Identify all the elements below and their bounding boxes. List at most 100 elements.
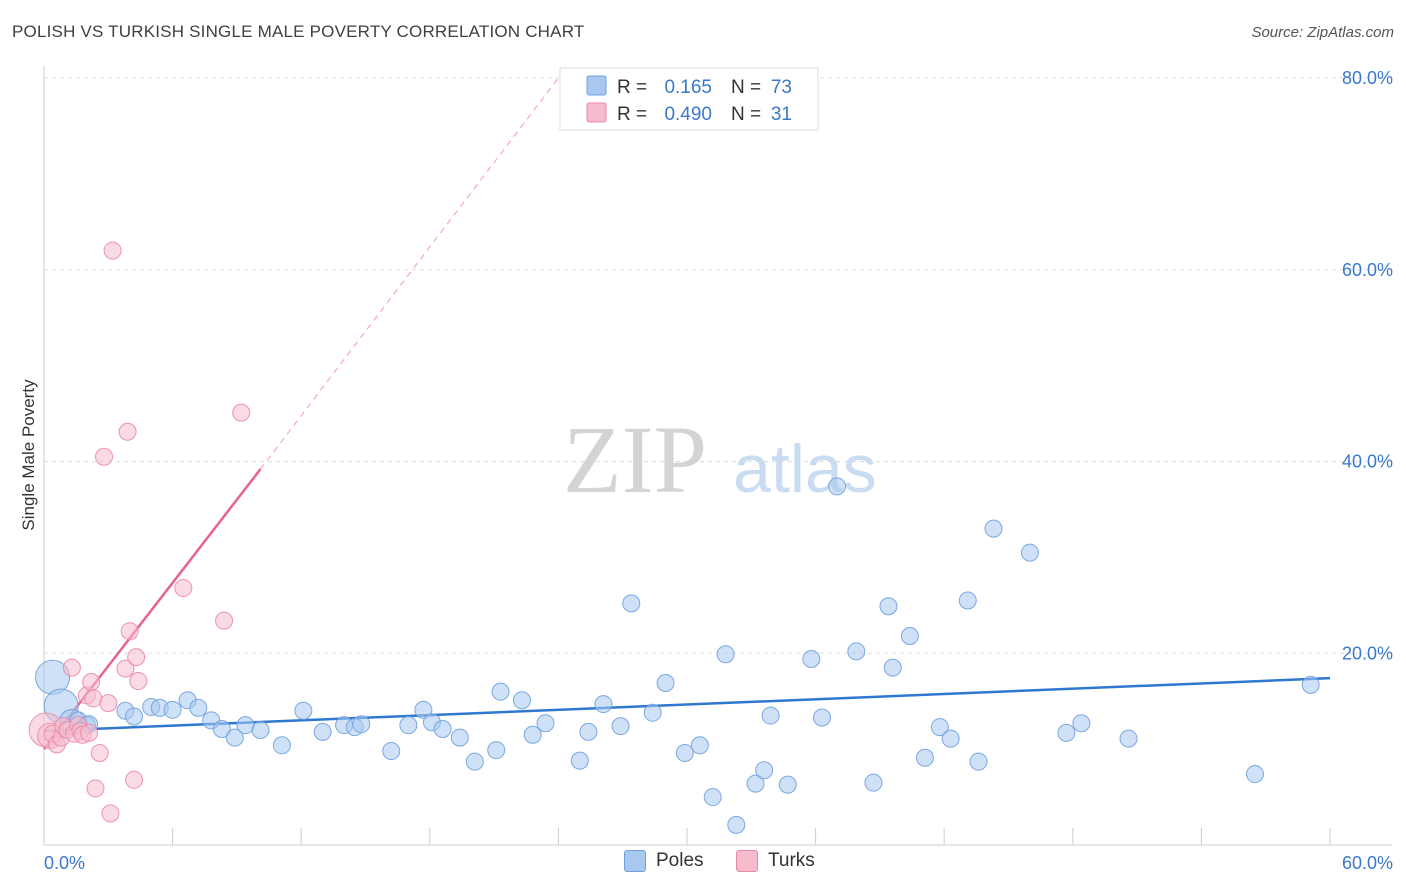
point-turks[interactable] <box>174 579 193 598</box>
legend-label-poles: Poles <box>656 850 704 871</box>
point-poles[interactable] <box>690 736 709 755</box>
point-poles[interactable] <box>727 815 746 834</box>
point-turks[interactable] <box>120 622 139 641</box>
point-poles[interactable] <box>251 720 270 739</box>
point-poles[interactable] <box>491 682 510 701</box>
point-poles[interactable] <box>900 626 919 645</box>
point-poles[interactable] <box>813 708 832 727</box>
point-poles[interactable] <box>643 703 662 722</box>
point-poles[interactable] <box>1301 675 1320 694</box>
point-poles[interactable] <box>847 642 866 661</box>
point-poles[interactable] <box>915 748 934 767</box>
point-poles[interactable] <box>125 707 144 726</box>
legend-item-turks[interactable]: Turks <box>736 850 815 872</box>
x-tick-label-min: 0.0% <box>44 853 85 873</box>
point-poles[interactable] <box>941 729 960 748</box>
legend-item-poles[interactable]: Poles <box>624 850 704 872</box>
point-poles[interactable] <box>778 775 797 794</box>
point-poles[interactable] <box>189 698 208 717</box>
point-poles[interactable] <box>487 741 506 760</box>
point-poles[interactable] <box>802 650 821 669</box>
point-poles[interactable] <box>1020 543 1039 562</box>
point-poles[interactable] <box>414 700 433 719</box>
chart-title: POLISH VS TURKISH SINGLE MALE POVERTY CO… <box>12 22 585 41</box>
legend-swatch-turks-bottom <box>736 850 758 872</box>
point-poles[interactable] <box>382 742 401 761</box>
point-poles[interactable] <box>755 761 774 780</box>
point-poles[interactable] <box>611 717 630 736</box>
point-turks[interactable] <box>90 743 109 762</box>
point-turks[interactable] <box>62 658 81 677</box>
point-poles[interactable] <box>1057 723 1076 742</box>
point-turks[interactable] <box>80 723 99 742</box>
watermark-atlas: atlas <box>733 431 877 507</box>
correlation-legend: R = 0.165 N = 73 R = 0.490 N = 31 <box>559 67 819 131</box>
legend-r-label-turks: R = <box>617 104 647 125</box>
point-poles[interactable] <box>864 773 883 792</box>
point-turks[interactable] <box>118 422 137 441</box>
point-poles[interactable] <box>594 695 613 714</box>
point-poles[interactable] <box>352 715 371 734</box>
gridlines <box>44 77 1392 654</box>
point-turks[interactable] <box>103 241 122 260</box>
point-poles[interactable] <box>212 719 231 738</box>
point-poles[interactable] <box>984 519 1003 538</box>
point-poles[interactable] <box>313 722 332 741</box>
trend-line-turks-extension <box>259 77 559 470</box>
point-poles[interactable] <box>236 716 255 735</box>
point-poles[interactable] <box>536 714 555 733</box>
point-poles[interactable] <box>879 597 898 616</box>
point-poles[interactable] <box>579 722 598 741</box>
point-turks[interactable] <box>86 779 105 798</box>
point-poles[interactable] <box>433 719 452 738</box>
point-poles[interactable] <box>883 658 902 677</box>
point-poles[interactable] <box>1245 765 1264 784</box>
legend-label-turks: Turks <box>768 850 815 871</box>
point-poles[interactable] <box>622 594 641 613</box>
point-poles[interactable] <box>399 716 418 735</box>
point-turks[interactable] <box>232 403 251 422</box>
point-poles[interactable] <box>930 718 949 737</box>
point-poles[interactable] <box>746 774 765 793</box>
point-poles[interactable] <box>716 645 735 664</box>
point-poles[interactable] <box>958 591 977 610</box>
point-poles[interactable] <box>761 706 780 725</box>
point-poles[interactable] <box>163 700 182 719</box>
y-tick-label: 40.0% <box>1342 452 1393 472</box>
point-turks[interactable] <box>82 673 101 692</box>
point-turks[interactable] <box>129 672 148 691</box>
legend-n-value-turks: 31 <box>771 104 792 125</box>
point-turks[interactable] <box>127 648 146 667</box>
point-turks[interactable] <box>99 694 118 713</box>
point-turks[interactable] <box>95 447 114 466</box>
y-tick-labels: 20.0% 40.0% 60.0% 80.0% <box>1342 68 1393 663</box>
point-poles[interactable] <box>703 788 722 807</box>
legend-r-value-poles: 0.165 <box>664 77 712 98</box>
point-turks[interactable] <box>215 611 234 630</box>
point-turks[interactable] <box>84 689 103 708</box>
chart-source: Source: ZipAtlas.com <box>1251 24 1394 41</box>
point-poles[interactable] <box>1119 729 1138 748</box>
point-poles[interactable] <box>465 752 484 771</box>
legend-n-label-turks: N = <box>731 104 761 125</box>
point-poles[interactable] <box>675 743 694 762</box>
point-poles[interactable] <box>272 736 291 755</box>
legend-r-label-poles: R = <box>617 77 647 98</box>
point-poles[interactable] <box>294 701 313 720</box>
point-turks[interactable] <box>125 770 144 789</box>
point-poles[interactable] <box>523 725 542 744</box>
legend-n-value-poles: 73 <box>771 77 792 98</box>
y-tick-label: 80.0% <box>1342 68 1393 88</box>
point-poles[interactable] <box>512 691 531 710</box>
point-poles[interactable] <box>570 751 589 770</box>
point-poles[interactable] <box>656 673 675 692</box>
point-turks[interactable] <box>101 804 120 823</box>
point-poles[interactable] <box>828 477 847 496</box>
point-turks[interactable] <box>116 659 135 678</box>
point-poles[interactable] <box>225 728 244 747</box>
legend-swatch-turks <box>586 102 607 123</box>
point-poles[interactable] <box>969 752 988 771</box>
watermark-zip: ZIP <box>563 406 707 513</box>
point-poles[interactable] <box>450 728 469 747</box>
point-poles[interactable] <box>1072 714 1091 733</box>
